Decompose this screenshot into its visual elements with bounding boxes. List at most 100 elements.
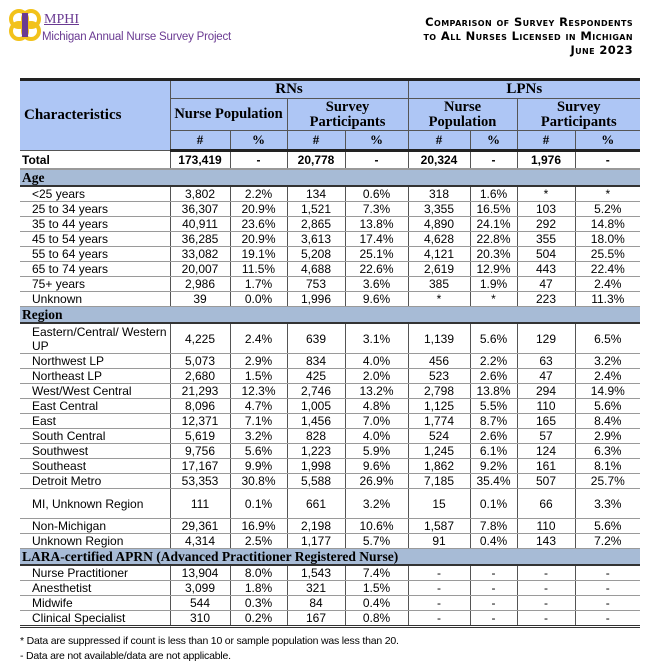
count-cell: - — [516, 580, 576, 596]
percent-cell: - — [344, 150, 409, 170]
table-row: East Central 8,096 4.7% 1,005 4.8% 1,125 5.5% 1… — [20, 398, 641, 414]
footnote-suppressed: * Data are suppressed if count is less t… — [20, 635, 399, 647]
percent-cell: 9.6% — [344, 291, 409, 307]
percent-cell: 0.8% — [344, 610, 409, 628]
title-line-3: June 2023 — [570, 43, 633, 57]
percent-cell: 9.9% — [229, 458, 287, 474]
count-cell: 36,285 — [169, 231, 230, 247]
count-cell: 310 — [169, 610, 230, 628]
count-cell: 33,082 — [169, 246, 230, 262]
count-cell: 143 — [516, 533, 576, 549]
percent-cell: - — [229, 150, 287, 170]
percent-cell: 3.3% — [574, 488, 641, 519]
percent-cell: 7.3% — [344, 201, 409, 217]
table-row: Southwest 9,756 5.6% 1,223 5.9% 1,245 6.1% 124 6… — [20, 443, 641, 459]
count-cell: 507 — [516, 473, 576, 489]
table-row: Midwife 544 0.3% 84 0.4% - - - - — [20, 595, 641, 611]
percent-cell: 2.4% — [229, 323, 287, 354]
header-rns: RNs — [169, 78, 409, 99]
percent-cell: 1.7% — [229, 276, 287, 292]
percent-cell: 1.9% — [469, 276, 518, 292]
title-line-1: Comparison of Survey Respondents — [425, 15, 633, 29]
table-row: Unknown 39 0.0% 1,996 9.6% * * 223 11.3% — [20, 291, 641, 307]
count-cell: 84 — [286, 595, 345, 611]
row-label: Southeast — [20, 458, 170, 474]
percent-cell: 22.6% — [344, 261, 409, 277]
count-cell: 111 — [169, 488, 230, 519]
table-row: MI, Unknown Region 111 0.1% 661 3.2% 15 0.1% 66… — [20, 488, 641, 519]
percent-cell: 16.5% — [469, 201, 518, 217]
row-label: 75+ years — [20, 276, 170, 292]
table-row: South Central 5,619 3.2% 828 4.0% 524 2.6% 57 2.… — [20, 428, 641, 444]
row-label: 45 to 54 years — [20, 231, 170, 247]
count-cell: 173,419 — [169, 150, 230, 170]
count-cell: 4,890 — [407, 216, 471, 232]
percent-cell: 4.0% — [344, 353, 409, 369]
count-cell: 20,324 — [407, 150, 471, 170]
percent-cell: 10.6% — [344, 518, 409, 534]
table-row: Eastern/Central/ Western UP 4,225 2.4% 639 3… — [20, 323, 641, 354]
row-label: Northwest LP — [20, 353, 170, 369]
row-label: South Central — [20, 428, 170, 444]
count-cell: 5,208 — [286, 246, 345, 262]
count-cell: 7,185 — [407, 473, 471, 489]
count-cell: 1,998 — [286, 458, 345, 474]
percent-cell: 5.6% — [229, 443, 287, 459]
title-line-2: to All Nurses Licensed in Michigan — [423, 29, 633, 43]
count-cell: - — [407, 565, 471, 581]
count-cell: - — [516, 610, 576, 628]
table-row: Northeast LP 2,680 1.5% 425 2.0% 523 2.6% 47 2.4… — [20, 368, 641, 384]
table-row: Clinical Specialist 310 0.2% 167 0.8% - - - - — [20, 610, 641, 628]
table-row: 35 to 44 years 40,911 23.6% 2,865 13.8% 4,890… — [20, 216, 641, 232]
percent-cell: 0.3% — [229, 595, 287, 611]
percent-cell: - — [469, 580, 518, 596]
count-cell: 8,096 — [169, 398, 230, 414]
percent-cell: 8.1% — [574, 458, 641, 474]
header-rn-nurse-population: Nurse Population — [169, 98, 287, 131]
count-cell: 1,456 — [286, 413, 345, 429]
table-row: 65 to 74 years 20,007 11.5% 4,688 22.6% 2,619… — [20, 261, 641, 277]
count-cell: 13,904 — [169, 565, 230, 581]
percent-cell: - — [574, 150, 641, 170]
count-cell: 1,862 — [407, 458, 471, 474]
count-cell: 3,613 — [286, 231, 345, 247]
header-lpn-nurse-population: Nurse Population — [407, 98, 518, 131]
logo-subtitle: Michigan Annual Nurse Survey Project — [42, 31, 232, 43]
percent-cell: 2.2% — [469, 353, 518, 369]
section-title: Region — [20, 306, 641, 324]
percent-cell: 16.9% — [229, 518, 287, 534]
count-cell: * — [407, 291, 471, 307]
percent-cell: 3.2% — [344, 488, 409, 519]
row-label: <25 years — [20, 186, 170, 202]
count-cell: 167 — [286, 610, 345, 628]
percent-cell: 25.5% — [574, 246, 641, 262]
count-cell: 110 — [516, 398, 576, 414]
percent-cell: 8.7% — [469, 413, 518, 429]
count-cell: 1,976 — [516, 150, 576, 170]
row-label: MI, Unknown Region — [20, 488, 170, 519]
header-rn-survey-participants: Survey Participants — [286, 98, 409, 131]
percent-cell: 20.3% — [469, 246, 518, 262]
count-cell: 39 — [169, 291, 230, 307]
count-cell: 2,198 — [286, 518, 345, 534]
count-cell: 1,139 — [407, 323, 471, 354]
count-cell: - — [407, 595, 471, 611]
count-cell: 1,996 — [286, 291, 345, 307]
count-cell: - — [516, 565, 576, 581]
count-cell: 2,986 — [169, 276, 230, 292]
row-label: West/West Central — [20, 383, 170, 399]
percent-cell: 2.4% — [574, 368, 641, 384]
percent-cell: - — [469, 150, 518, 170]
count-cell: 2,865 — [286, 216, 345, 232]
count-cell: 161 — [516, 458, 576, 474]
percent-cell: 1.8% — [229, 580, 287, 596]
row-label: Eastern/Central/ Western UP — [20, 323, 170, 354]
percent-cell: 18.0% — [574, 231, 641, 247]
percent-cell: * — [469, 291, 518, 307]
percent-cell: 12.9% — [469, 261, 518, 277]
header-percent: % — [229, 130, 287, 152]
percent-cell: - — [469, 595, 518, 611]
count-cell: 29,361 — [169, 518, 230, 534]
row-label: Northeast LP — [20, 368, 170, 384]
percent-cell: 0.0% — [229, 291, 287, 307]
